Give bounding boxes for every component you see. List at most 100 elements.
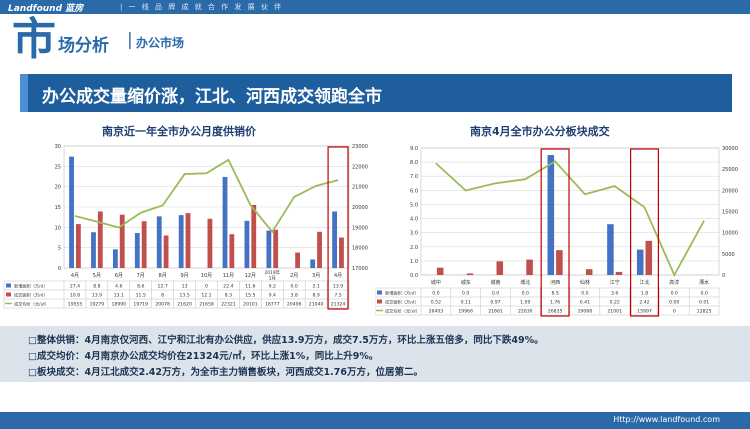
chart2-category-label: 河西 (550, 279, 560, 286)
summary-district-sales: □板块成交：4月江北成交2.42万方，为全市主力销售板块，河西成交1.76万方，… (28, 367, 423, 378)
chart2-category-label: 江宁 (610, 279, 620, 286)
chart1-y-left-tick: 10 (55, 225, 61, 231)
chart1-y-left-tick: 15 (55, 205, 61, 211)
summary-panel: □整体供销：4月南京仅河西、江宁和江北有办公供应，供应13.9万方，成交7.5万… (0, 326, 750, 382)
page-title-big-char: 市 (12, 14, 56, 65)
chart1-supply-bar (134, 233, 140, 268)
chart2-table-value: 0.41 (580, 299, 590, 305)
chart2-y-right-tick: 30000 (722, 146, 738, 152)
chart1-sales-bar (185, 213, 191, 268)
chart1-table-value: 20101 (243, 301, 258, 307)
chart1-y-left-tick: 5 (58, 246, 61, 252)
chart1-category-label: 4月 (71, 273, 79, 279)
chart1-table-value: 19719 (133, 301, 148, 307)
chart2-price-line (435, 160, 705, 278)
chart1-category-label: 6月 (115, 273, 123, 279)
chart1-category-label: 7月 (137, 273, 145, 279)
chart1-table-value: 11.5 (136, 292, 146, 298)
chart1-plot-frame (63, 145, 350, 269)
chart2-supply-bar (547, 155, 555, 275)
chart1-category-label: 10月 (201, 273, 212, 279)
headline-text: 办公成交量缩价涨，江北、河西成交领跑全市 (42, 87, 382, 107)
chart1-table-value: 0.0 (291, 283, 298, 289)
chart1-table-value: 20078 (155, 301, 170, 307)
chart1-legend-swatch (6, 283, 11, 288)
chart1-table-value: 19555 (68, 301, 83, 307)
chart2-table-value: 8.5 (551, 290, 558, 296)
chart2-table-value: 2.42 (639, 299, 649, 305)
chart1-table-value: 13.5 (179, 292, 189, 298)
chart2-table-value: 26835 (548, 308, 563, 314)
chart1-category-label: 2019年 1月 (264, 269, 280, 282)
chart2-table-value: 0.0 (432, 290, 439, 296)
chart1-table-value: 18990 (111, 301, 126, 307)
chart2-highlight-box (540, 148, 570, 317)
headline-banner: 办公成交量缩价涨，江北、河西成交领跑全市 (20, 74, 732, 112)
chart2-table-value: 0.0 (492, 290, 499, 296)
chart2-table-value: 21661 (488, 308, 503, 314)
chart2-sales-bar (496, 261, 504, 275)
chart1-table-value: 21620 (177, 301, 192, 307)
chart1-y-right-tick: 17000 (352, 266, 368, 272)
chart2-y-left-tick: 3.0 (410, 231, 418, 237)
chart1-sales-bar (163, 235, 169, 268)
chart2-category-label: 江北 (639, 279, 649, 286)
brand-logo: Landfound 蓝房 (8, 4, 84, 14)
chart1-supply-bar (332, 211, 338, 268)
chart1-table-value: 19279 (90, 301, 105, 307)
chart1-sales-bar (251, 204, 257, 268)
footer-url[interactable]: Http://www.landfound.com (613, 415, 720, 424)
chart2-legend-entry: 成交均价（元/㎡） (385, 307, 420, 314)
footer-bar: Http://www.landfound.com (0, 412, 750, 429)
chart1-sales-bar (119, 214, 125, 268)
chart1-table-value: 10.8 (70, 292, 80, 298)
chart1-table-value: 12.1 (201, 292, 211, 298)
chart2-table-value: 0.52 (431, 299, 441, 305)
chart2-table-value: 0.97 (490, 299, 500, 305)
chart1-table-value: 0 (205, 283, 208, 289)
chart2-table-value: 0.11 (461, 299, 471, 305)
chart1-sales-bar (207, 218, 213, 268)
chart2-table-value: 12825 (697, 308, 712, 314)
chart1-supply-bar (112, 249, 118, 268)
chart1-supply-bar (222, 176, 228, 268)
chart2-y-left-tick: 7.0 (410, 174, 418, 180)
chart2-table-value: 0.0 (462, 290, 469, 296)
district-sales-chart: 0.0 1.0 2.0 3.0 4.0 5.0 6.0 7.0 8.0 9.0 0 5000 10000… (375, 146, 738, 317)
chart1-category-label: 12月 (245, 273, 256, 279)
chart1-y-left-tick: 20 (55, 185, 61, 191)
chart1-table-value: 20496 (287, 301, 302, 307)
chart2-category-label: 溧水 (699, 279, 709, 286)
chart2-table-value: 0 (673, 308, 676, 314)
chart2-table-value: 0.0 (671, 290, 678, 296)
chart1-y-left-tick: 25 (55, 164, 61, 170)
chart2-supply-bar (607, 224, 614, 275)
chart1-table-value: 21658 (199, 301, 214, 307)
chart2-table-value: 0.0 (581, 290, 588, 296)
chart2-table-value: 21001 (607, 308, 622, 314)
chart1-category-label: 11月 (223, 273, 234, 279)
title-separator: | (127, 30, 133, 50)
chart2-table-value: 15997 (637, 308, 652, 314)
chart2-category-label: 城南 (490, 279, 500, 286)
brand-slogan: | 一 线 品 牌 成 就 合 作 发 展 伙 伴 (120, 3, 284, 11)
chart1-table-value: 21040 (309, 301, 324, 307)
chart2-table-value: 19966 (458, 308, 473, 314)
chart1-y-left-tick: 0 (58, 266, 61, 272)
top-bar: Landfound 蓝房 | 一 线 品 牌 成 就 合 作 发 展 伙 伴 (0, 0, 750, 14)
chart1-table-value: 22.4 (223, 283, 233, 289)
chart1-table-value: 9.4 (269, 292, 276, 298)
chart2-category-label: 城中 (431, 279, 441, 286)
chart1-table-value: 21324 (331, 301, 346, 307)
chart2-y-left-tick: 1.0 (410, 259, 418, 265)
chart2-y-left-tick: 4.0 (410, 217, 418, 223)
chart2-table-value: 0.0 (522, 290, 529, 296)
chart2-table-value: 3.6 (611, 290, 618, 296)
chart2-sales-bar (615, 271, 623, 275)
chart2-y-right-tick: 10000 (722, 231, 738, 237)
chart1-supply-bar (91, 232, 96, 268)
chart2-y-right-tick: 5000 (722, 252, 735, 258)
chart1-supply-bar (156, 216, 162, 268)
chart2-legend-entry: 新增面积（万㎡） (385, 289, 419, 296)
chart1-sales-bar (141, 221, 147, 268)
